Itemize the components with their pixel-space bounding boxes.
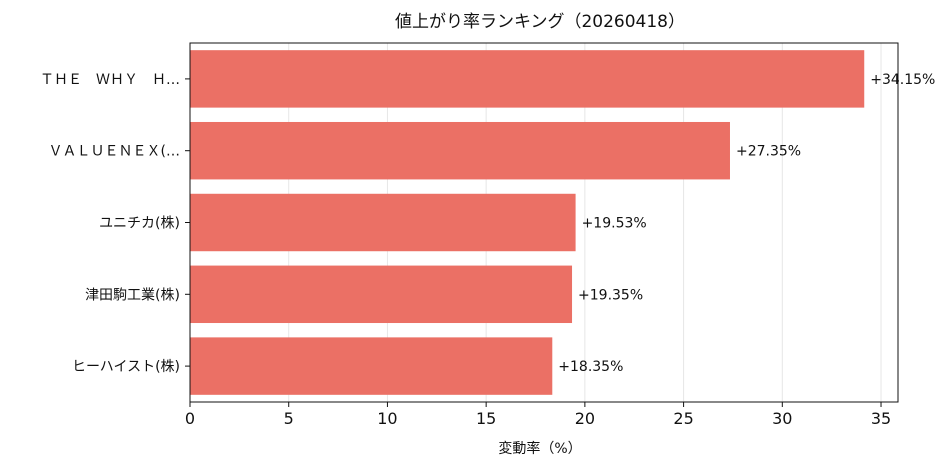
bar (190, 121, 730, 180)
y-category-label: ＶＡＬＵＥＮＥＸ(… (49, 144, 180, 160)
bar-value-label: +34.15% (870, 72, 935, 88)
chart-title: 値上がり率ランキング（20260418） (395, 12, 685, 32)
y-category-label: ヒーハイスト(株) (72, 359, 180, 375)
x-axis-ticks: 0 5 10 15 20 25 30 35 (185, 402, 891, 428)
y-category-label: ユニチカ(株) (99, 216, 180, 232)
y-category-label: 津田駒工業(株) (85, 287, 180, 303)
bar-value-label: +18.35% (558, 359, 623, 375)
bar-value-label: +27.35% (736, 144, 801, 160)
bar (190, 265, 573, 324)
bar (190, 337, 553, 395)
x-tick-label: 15 (476, 409, 496, 428)
x-tick-label: 30 (772, 409, 792, 428)
y-axis-ticks: ＴＨＥ ＷＨＹ Ｈ… ＶＡＬＵＥＮＥＸ(… ユニチカ(株) 津田駒工業(株) ヒーハイス… (40, 72, 190, 375)
y-category-label: ＴＨＥ ＷＨＹ Ｈ… (40, 72, 180, 88)
bars: +34.15% +27.35% +19.53% +19.35% +18.35% (190, 50, 935, 395)
x-tick-label: 0 (185, 409, 195, 428)
x-tick-label: 35 (871, 409, 891, 428)
x-tick-label: 5 (284, 409, 294, 428)
bar (190, 50, 865, 108)
x-axis-label: 変動率（%） (498, 440, 581, 457)
x-tick-label: 20 (575, 409, 595, 428)
x-tick-label: 25 (673, 409, 693, 428)
bar-value-label: +19.53% (582, 216, 647, 232)
x-tick-label: 10 (377, 409, 397, 428)
bar-value-label: +19.35% (578, 287, 643, 303)
bar (190, 193, 576, 252)
